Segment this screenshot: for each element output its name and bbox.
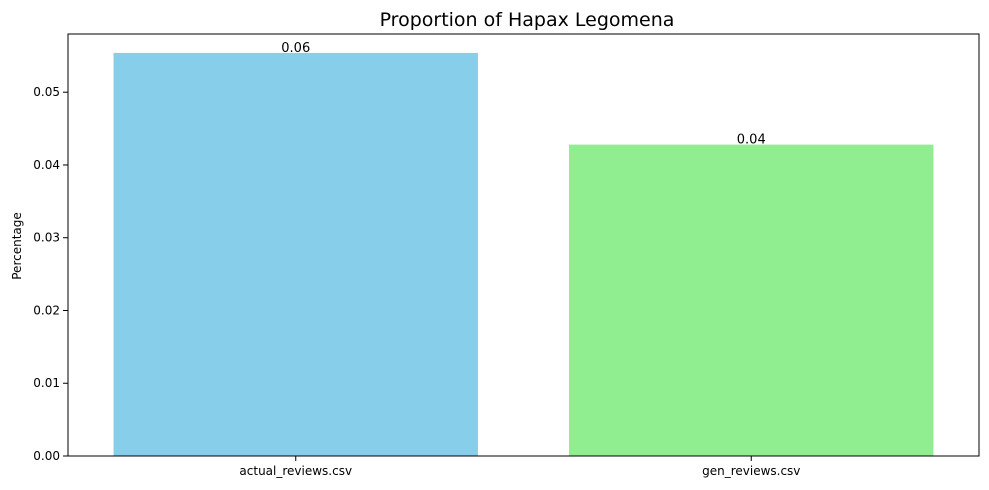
x-tick-label-1: gen_reviews.csv: [702, 464, 800, 478]
y-tick-label-4: 0.04: [33, 158, 60, 172]
y-tick-label-3: 0.03: [33, 231, 60, 245]
y-tick-label-1: 0.01: [33, 376, 60, 390]
chart-title: Proportion of Hapax Legomena: [380, 9, 675, 31]
y-axis-label: Percentage: [10, 212, 24, 280]
y-tick-label-2: 0.02: [33, 303, 60, 317]
y-tick-label-0: 0.00: [33, 449, 60, 463]
y-tick-label-5: 0.05: [33, 85, 60, 99]
data-label-0: 0.06: [281, 41, 310, 56]
x-tick-label-0: actual_reviews.csv: [239, 464, 352, 478]
data-label-1: 0.04: [737, 133, 766, 148]
bar-0: [113, 52, 478, 457]
plot-area-frame: [67, 33, 980, 457]
bar-1: [569, 144, 934, 456]
